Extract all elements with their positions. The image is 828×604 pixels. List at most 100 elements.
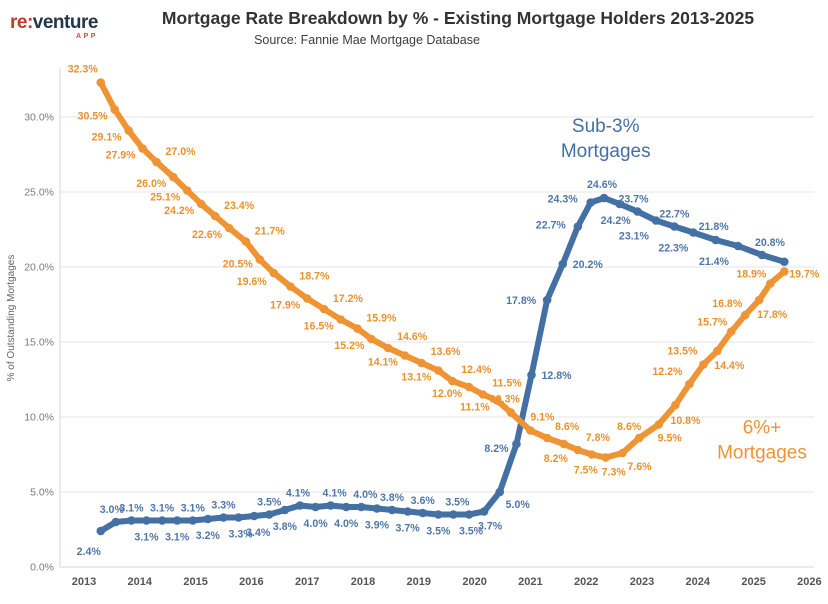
series-sixplus-data-label: 21.7% [255,226,286,238]
series-sixplus-data-label: 13.6% [431,346,462,358]
y-tick-label: 10.0% [24,412,54,424]
series-sub3-data-label: 4.0% [303,518,328,530]
series-sub3-data-label: 24.3% [548,194,579,206]
series-sixplus-data-label: 26.0% [136,178,167,190]
series-sixplus-data-label: 14.6% [397,331,428,343]
series-sixplus-point [506,408,516,417]
series-sixplus-data-label: 12.2% [652,366,683,378]
series-sixplus-data-label: 23.4% [224,200,255,212]
series-sub3-data-label: 3.3% [228,529,253,541]
series-sub3-point [573,222,583,231]
series-sub3-data-label: 21.4% [699,256,730,268]
series-sixplus-data-label: 14.4% [714,360,745,372]
logo-app-label: APP [76,33,98,40]
series-sixplus-data-label: 32.3% [68,64,99,76]
x-tick-label: 2020 [462,576,486,588]
series-sub3-data-label: 4.0% [353,489,378,501]
series-sub3-point [418,508,428,518]
series-sub3-point [651,216,661,225]
series-sixplus-point [241,237,251,246]
series-sub3-data-label: 23.1% [619,231,650,243]
series-sixplus-data-label: 7.5% [574,465,599,477]
y-tick-label: 0.0% [30,562,54,574]
series-sixplus-point [302,294,312,303]
title-area: Mortgage Rate Breakdown by % - Existing … [88,8,828,29]
series-sixplus-point [492,396,502,405]
series-sixplus-data-label: 17.8% [757,309,788,321]
series-sub3-point [96,526,106,536]
series-sixplus-data-label: 11.5% [492,378,522,390]
series-sixplus-data-label: 13.1% [401,372,432,384]
series-sixplus-data-label: 12.4% [461,364,492,376]
series-sixplus-data-label: 9.5% [658,433,683,445]
series-sixplus-point [319,304,329,314]
series-sub3-data-label: 20.8% [755,237,786,249]
series-sixplus-point [478,390,488,399]
logo-re: re: [10,12,33,33]
series-sixplus-point [685,379,694,389]
series-sub3-data-label: 3.9% [365,520,390,532]
series-sub3-data-label: 3.2% [196,530,221,542]
series-sixplus-data-label: 17.2% [333,293,364,305]
series-sub3-point [280,505,290,515]
x-tick-label: 2017 [295,576,319,588]
series-sixplus-data-label: 27.9% [106,150,137,162]
series-sub3-data-label: 3.5% [459,526,484,538]
series-sixplus-point [336,315,345,324]
series-sixplus-point [367,334,376,344]
series-sixplus-data-label: 29.1% [92,132,123,144]
x-tick-label: 2016 [239,576,263,588]
series-sub3-data-label: 3.1% [150,503,175,515]
series-sub3-point [670,222,679,231]
x-tick-label: 2026 [797,576,821,588]
series-sixplus-point [124,126,133,135]
series-sub3-data-label: 3.5% [426,526,451,538]
series-sub3-point [142,516,151,525]
series-sub3-point [779,257,789,267]
x-tick-label: 2023 [630,576,654,588]
series-sub3-point [711,235,720,245]
series-sub3-data-label: 3.0% [100,504,125,516]
series-sixplus-data-label: 27.0% [166,146,197,158]
series-sub3-point [188,516,198,525]
series-sixplus-point [671,400,680,410]
series-sub3-point [157,516,167,525]
series-sub3-point [633,207,642,216]
series-sub3-data-label: 3.5% [257,497,282,509]
series-sixplus-point [224,223,234,233]
series-sixplus-point [447,376,457,386]
series-sub3-point [203,514,213,524]
series-sub3-point [127,516,136,525]
logo-venture: venture [32,12,99,33]
y-tick-label: 5.0% [30,487,54,499]
series-sub3-point [527,370,536,380]
series-sixplus-data-label: 15.7% [697,317,728,329]
x-tick-label: 2021 [518,576,542,588]
series-sub3-data-label: 12.8% [541,370,572,382]
series-sub3-data-label: 8.2% [484,443,509,455]
series-sixplus-data-label: 8.2% [544,453,569,465]
series-sixplus-point [699,360,708,369]
series-sub3-point [495,487,505,497]
x-tick-label: 2019 [407,576,431,588]
series-sixplus-data-label: 10.8% [670,415,701,427]
series-sub3-point [326,501,335,510]
series-sub3-data-label: 3.5% [445,497,470,509]
series-sixplus-point [754,295,764,305]
series-sub3-data-label: 5.0% [506,499,531,511]
series-sixplus-point [573,445,583,455]
series-sixplus-point [168,172,178,182]
series-sub3-point [357,502,366,512]
series-sixplus-point [464,382,474,392]
series-sixplus-point [255,255,265,264]
series-sub3-data-label: 3.7% [478,521,503,533]
series-sub3-point [234,513,243,522]
series-sixplus-point [587,450,597,459]
series-sixplus-data-label: 7.3% [602,467,627,479]
page-title: Mortgage Rate Breakdown by % - Existing … [161,8,755,28]
series-sixplus-point [400,351,410,360]
series-sub3-point [479,507,489,516]
subtitle-area: Source: Fannie Mae Mortgage Database [0,31,734,49]
series-sixplus-point [96,78,106,87]
